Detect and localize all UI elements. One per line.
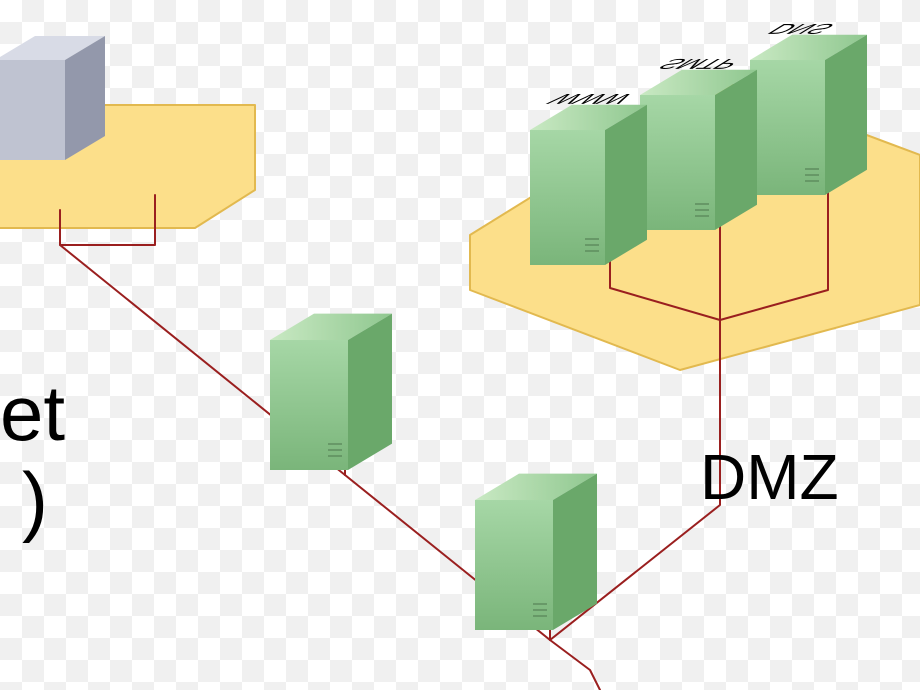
- server-fw2: [475, 474, 597, 630]
- diagram-stage: DMZ et ) WWW SMTP DNS: [0, 0, 920, 690]
- server-gray: [0, 36, 105, 160]
- network-diagram-svg: [0, 0, 920, 690]
- server-dns-side: [825, 35, 867, 195]
- server-smtp-side: [715, 70, 757, 230]
- server-smtp: [640, 70, 757, 230]
- server-fw2-side: [553, 474, 597, 630]
- connection-5: [550, 640, 600, 690]
- server-dns: [750, 35, 867, 195]
- server-fw1: [270, 314, 392, 470]
- server-www: [530, 105, 647, 265]
- server-www-side: [605, 105, 647, 265]
- server-fw1-side: [348, 314, 392, 470]
- server-gray-front: [0, 60, 65, 160]
